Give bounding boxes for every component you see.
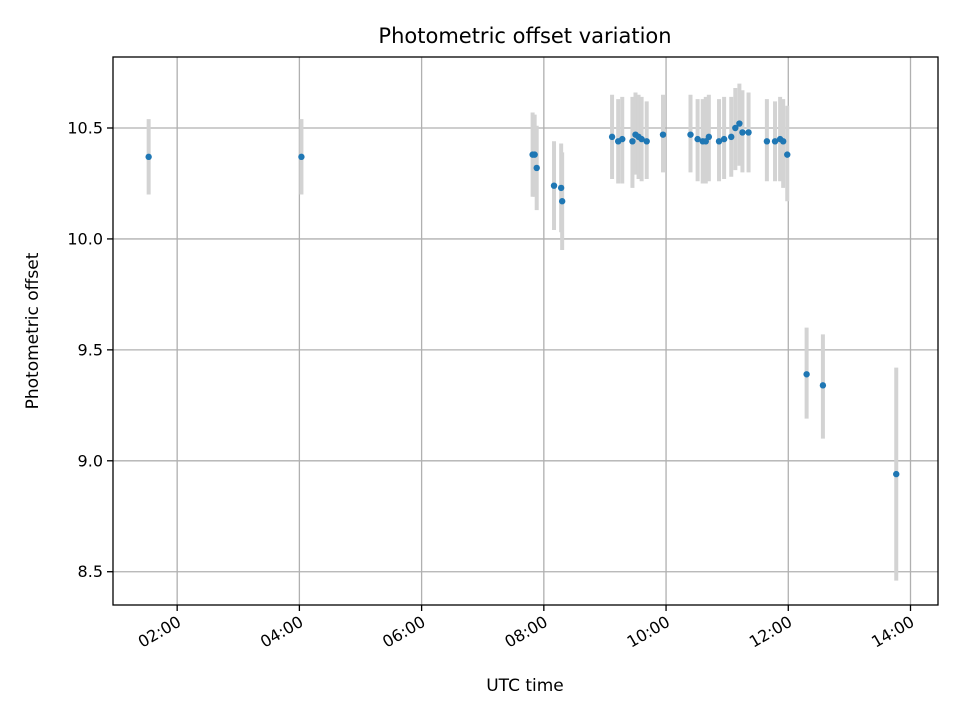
chart-title: Photometric offset variation: [378, 24, 671, 48]
data-point: [145, 153, 152, 161]
data-point: [298, 153, 305, 161]
plot-frame: [112, 56, 939, 606]
data-point: [715, 138, 723, 145]
data-points: [145, 120, 900, 478]
data-point: [557, 184, 565, 192]
data-point: [705, 133, 713, 141]
data-point: [739, 129, 746, 136]
y-tick-label: 10.5: [67, 118, 103, 137]
data-point: [771, 138, 779, 145]
data-point: [736, 120, 743, 127]
data-point: [728, 133, 735, 141]
y-tick-label: 9.5: [78, 340, 103, 359]
data-point: [643, 138, 650, 145]
data-point: [533, 164, 540, 172]
x-axis-title: UTC time: [486, 676, 564, 696]
data-point: [763, 138, 771, 145]
data-point: [687, 131, 694, 138]
data-point: [550, 182, 558, 189]
data-point: [694, 135, 701, 143]
data-point: [784, 151, 791, 158]
data-point: [638, 135, 645, 143]
y-tick-label: 9.0: [78, 451, 103, 470]
data-point: [779, 138, 787, 145]
y-tick-label: 8.5: [78, 562, 103, 581]
data-point: [619, 135, 626, 143]
data-point: [819, 382, 827, 389]
data-point: [629, 138, 636, 145]
data-point: [608, 133, 616, 141]
data-point: [745, 129, 752, 136]
data-point: [720, 135, 728, 143]
data-point: [732, 124, 739, 132]
y-axis-title: Photometric offset: [23, 252, 43, 409]
data-point: [659, 131, 667, 138]
y-axis: 8.5 9.0 9.5 10.0 10.5: [67, 118, 113, 581]
data-point: [803, 371, 810, 378]
y-tick-label: 10.0: [67, 229, 103, 248]
data-point: [531, 151, 538, 158]
data-point: [558, 198, 566, 205]
data-point: [893, 470, 900, 478]
